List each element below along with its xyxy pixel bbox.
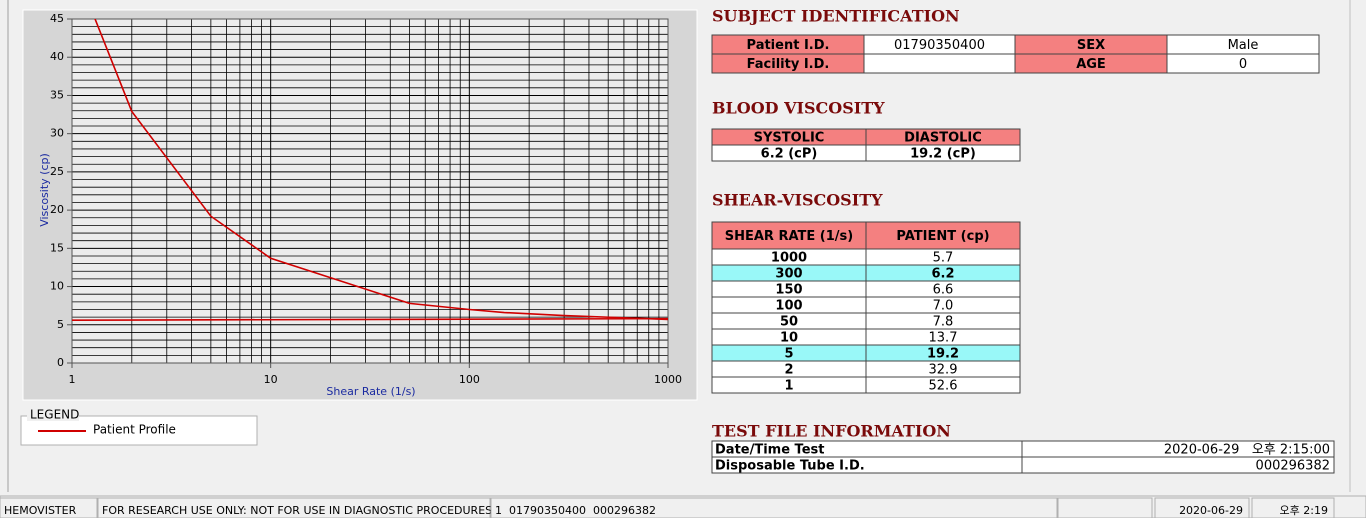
table-cell — [1021, 456, 1335, 474]
cell-text: SYSTOLIC — [754, 131, 825, 146]
status-text: FOR RESEARCH USE ONLY: NOT FOR USE IN DI… — [102, 504, 492, 517]
section-title: SUBJECT IDENTIFICATION — [712, 7, 960, 26]
plot-frame — [71, 18, 669, 364]
data-line — [94, 19, 668, 321]
y-tick-label: 30 — [50, 127, 64, 140]
status-segment — [97, 497, 491, 518]
cell-text: DIASTOLIC — [904, 131, 982, 146]
cell-text: Male — [1228, 38, 1259, 53]
cell-text: 6.2 — [931, 267, 954, 282]
cell-text: 32.9 — [929, 363, 958, 378]
status-segment — [0, 497, 98, 518]
status-text: HEMOVISTER — [4, 504, 77, 517]
cell-text: 19.2 (cP) — [910, 147, 976, 162]
cell-text: 50 — [780, 315, 798, 330]
cell-text: 01790350400 — [894, 38, 985, 53]
cell-text: 5.7 — [933, 251, 954, 266]
y-tick-label: 25 — [50, 165, 64, 178]
cell-text: 150 — [775, 283, 802, 298]
cell-text: PATIENT (cp) — [896, 229, 989, 244]
cell-text: Facility I.D. — [747, 57, 830, 72]
section-title: BLOOD VISCOSITY — [712, 99, 885, 118]
status-text: 오후 2:19 — [1280, 504, 1328, 517]
cell-text: 52.6 — [929, 379, 958, 394]
legend-title-bg — [27, 409, 79, 421]
status-text: 2020-06-29 — [1179, 504, 1243, 517]
y-tick-label: 5 — [57, 318, 64, 331]
y-tick-label: 20 — [50, 203, 64, 216]
cell-text: 000296382 — [1256, 459, 1330, 474]
cell-text: 300 — [775, 267, 802, 282]
cell-text: 7.8 — [933, 315, 954, 330]
cell-text: Patient I.D. — [747, 38, 830, 53]
legend-label: Patient Profile — [93, 423, 176, 437]
status-segment — [490, 497, 1058, 518]
x-axis-label: Shear Rate (1/s) — [326, 385, 415, 398]
status-segment — [1251, 497, 1335, 518]
y-axis-label: Viscosity (cp) — [38, 153, 51, 227]
x-tick-label: 1 — [69, 373, 76, 386]
table-cell — [863, 53, 1016, 74]
cell-text: 0 — [1239, 57, 1247, 72]
cell-text: 5 — [784, 347, 793, 362]
section-title: TEST FILE INFORMATION — [712, 422, 951, 441]
y-tick-label: 45 — [50, 12, 64, 25]
data-line — [72, 317, 668, 321]
y-tick-label: 40 — [50, 50, 64, 63]
y-tick-label: 0 — [57, 356, 64, 369]
cell-text: 1 — [784, 379, 793, 394]
status-segment — [1057, 497, 1153, 518]
table-cell — [865, 144, 1021, 162]
plot-area — [72, 19, 668, 363]
cell-text: 10 — [780, 331, 798, 346]
cell-text: AGE — [1076, 57, 1106, 72]
cell-text: 6.2 (cP) — [761, 147, 818, 162]
cell-text: Disposable Tube I.D. — [715, 459, 865, 474]
cell-text: 100 — [775, 299, 802, 314]
cell-text: 6.6 — [933, 283, 954, 298]
x-tick-label: 1000 — [654, 373, 682, 386]
status-text: 1 01790350400 000296382 — [495, 504, 656, 517]
legend-box — [20, 415, 258, 446]
section-title: SHEAR-VISCOSITY — [712, 191, 883, 210]
y-tick-label: 10 — [50, 280, 64, 293]
status-segment — [1154, 497, 1250, 518]
table-cell — [865, 376, 1021, 394]
cell-text: SEX — [1077, 38, 1105, 53]
y-tick-label: 15 — [50, 241, 64, 254]
cell-text: Date/Time Test — [715, 443, 824, 458]
cell-text: 2 — [784, 363, 793, 378]
status-bar — [0, 495, 1366, 518]
cell-text: 2020-06-29 오후 2:15:00 — [1164, 443, 1330, 458]
cell-text: SHEAR RATE (1/s) — [725, 229, 853, 244]
cell-text: 7.0 — [933, 299, 954, 314]
table-cell — [1166, 53, 1320, 74]
x-tick-label: 10 — [264, 373, 278, 386]
y-tick-label: 35 — [50, 88, 64, 101]
cell-text: 13.7 — [929, 331, 958, 346]
cell-text: 19.2 — [927, 347, 959, 362]
cell-text: 1000 — [771, 251, 807, 266]
legend-title: LEGEND — [30, 408, 79, 422]
x-tick-label: 100 — [459, 373, 480, 386]
